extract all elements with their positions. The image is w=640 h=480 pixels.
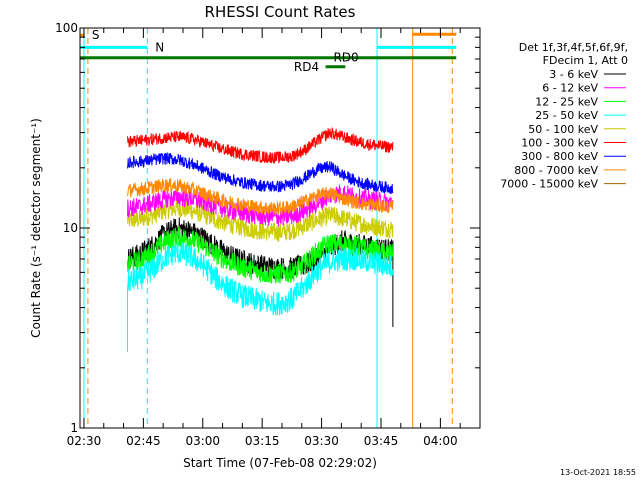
y-tick-label-1: 10 [63, 221, 78, 235]
legend-entry-0: 3 - 6 keV [549, 68, 598, 81]
flag-label-rd4: RD4 [294, 60, 319, 74]
x-tick-label-3: 03:15 [245, 434, 280, 448]
flag-label-rd0: RD0 [333, 51, 358, 65]
series-line-2 [127, 226, 394, 285]
series-line-3 [127, 241, 394, 352]
x-axis-label: Start Time (07-Feb-08 02:29:02) [183, 456, 377, 470]
series-line-1 [127, 184, 394, 227]
legend-header-1: FDecim 1, Att 0 [543, 54, 628, 67]
x-tick-label-0: 02:30 [67, 434, 102, 448]
chart-title: RHESSI Count Rates [205, 3, 356, 21]
series-line-6 [127, 152, 394, 194]
y-axis: 1 10 100 [55, 21, 480, 435]
legend-entry-3: 25 - 50 keV [535, 109, 598, 122]
x-tick-label-4: 03:30 [304, 434, 339, 448]
legend-entry-5: 100 - 300 keV [521, 137, 598, 150]
legend-entry-1: 6 - 12 keV [542, 82, 598, 95]
series-lines [127, 127, 394, 352]
legend: Det 1f,3f,4f,5f,6f,9f,FDecim 1, Att 03 -… [500, 41, 628, 191]
y-tick-label-2: 100 [55, 21, 78, 35]
legend-entry-4: 50 - 100 keV [528, 123, 598, 136]
flag-label-s: S [92, 28, 100, 42]
x-tick-label-6: 04:00 [423, 434, 458, 448]
flag-label-n: N [155, 40, 164, 54]
x-tick-label-5: 03:45 [364, 434, 399, 448]
timestamp: 13-Oct-2021 18:55 [560, 468, 636, 477]
y-axis-label: Count Rate (s⁻¹ detector segment⁻¹) [29, 118, 43, 338]
legend-entry-8: 7000 - 15000 keV [500, 178, 598, 191]
x-tick-label-2: 03:00 [185, 434, 220, 448]
series-line-5 [127, 127, 394, 164]
flag-bars: S N RD0 RD4 [80, 28, 457, 74]
x-axis: 02:30 02:45 03:00 03:15 03:30 03:45 04:00 [67, 28, 481, 448]
y-tick-label-0: 1 [70, 421, 78, 435]
series-line-4 [127, 199, 394, 242]
legend-entry-6: 300 - 800 keV [521, 150, 598, 163]
legend-entry-7: 800 - 7000 keV [514, 164, 598, 177]
x-tick-label-1: 02:45 [126, 434, 161, 448]
legend-entry-2: 12 - 25 keV [535, 95, 598, 108]
legend-header-0: Det 1f,3f,4f,5f,6f,9f, [519, 41, 628, 54]
series-line-7 [127, 178, 394, 215]
